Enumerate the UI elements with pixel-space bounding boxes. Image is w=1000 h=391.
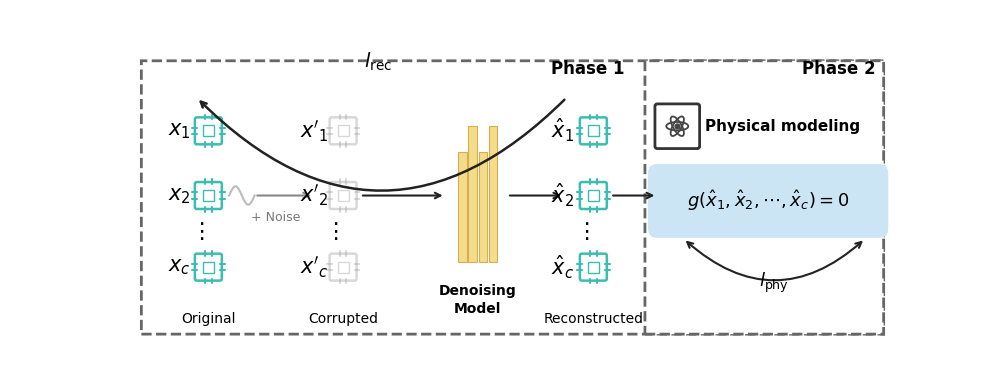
FancyBboxPatch shape [580, 254, 607, 281]
FancyBboxPatch shape [338, 262, 349, 273]
Text: Phase 2: Phase 2 [802, 60, 876, 78]
Text: $\vdots$: $\vdots$ [575, 221, 589, 242]
Text: Reconstructed: Reconstructed [543, 312, 643, 326]
FancyBboxPatch shape [648, 164, 888, 238]
Text: $x'_1$: $x'_1$ [300, 118, 328, 143]
FancyBboxPatch shape [338, 190, 349, 201]
Text: $l_{\mathrm{phy}}$: $l_{\mathrm{phy}}$ [759, 271, 789, 295]
FancyBboxPatch shape [203, 190, 214, 201]
Text: $\hat{x}_1$: $\hat{x}_1$ [551, 117, 574, 144]
FancyBboxPatch shape [645, 61, 884, 334]
Text: $x_c$: $x_c$ [168, 257, 190, 277]
Text: $x_1$: $x_1$ [168, 121, 190, 141]
Text: $x'_2$: $x'_2$ [300, 183, 328, 208]
Bar [479, 152, 487, 262]
Text: $g(\hat{x}_1, \hat{x}_2, \cdots, \hat{x}_c) = 0$: $g(\hat{x}_1, \hat{x}_2, \cdots, \hat{x}… [687, 188, 849, 213]
Text: $\hat{x}_2$: $\hat{x}_2$ [551, 182, 574, 209]
Text: $x_2$: $x_2$ [168, 186, 190, 206]
Text: $l_{\mathrm{rec}}$: $l_{\mathrm{rec}}$ [364, 50, 392, 73]
Bar [458, 152, 467, 262]
Text: + Noise: + Noise [251, 211, 300, 224]
FancyBboxPatch shape [141, 61, 884, 334]
Bar [489, 126, 497, 262]
Text: $\vdots$: $\vdots$ [324, 221, 339, 242]
FancyBboxPatch shape [203, 262, 214, 273]
FancyBboxPatch shape [195, 254, 222, 281]
Text: $\hat{x}_c$: $\hat{x}_c$ [551, 253, 574, 281]
FancyBboxPatch shape [655, 104, 700, 149]
FancyBboxPatch shape [338, 125, 349, 136]
Text: Denoising
Model: Denoising Model [439, 284, 517, 316]
FancyBboxPatch shape [195, 182, 222, 209]
Text: Physical modeling: Physical modeling [705, 119, 860, 134]
FancyBboxPatch shape [330, 182, 357, 209]
FancyBboxPatch shape [203, 125, 214, 136]
FancyBboxPatch shape [330, 254, 357, 281]
FancyBboxPatch shape [580, 117, 607, 144]
FancyBboxPatch shape [588, 190, 599, 201]
FancyBboxPatch shape [580, 182, 607, 209]
Text: Original: Original [181, 312, 236, 326]
Text: Phase 1: Phase 1 [551, 60, 624, 78]
FancyBboxPatch shape [588, 125, 599, 136]
FancyBboxPatch shape [330, 117, 357, 144]
Text: Corrupted: Corrupted [308, 312, 378, 326]
Bar [468, 126, 477, 262]
FancyBboxPatch shape [588, 262, 599, 273]
FancyBboxPatch shape [195, 117, 222, 144]
Text: $x'_c$: $x'_c$ [300, 254, 328, 280]
Text: $\vdots$: $\vdots$ [190, 221, 204, 242]
